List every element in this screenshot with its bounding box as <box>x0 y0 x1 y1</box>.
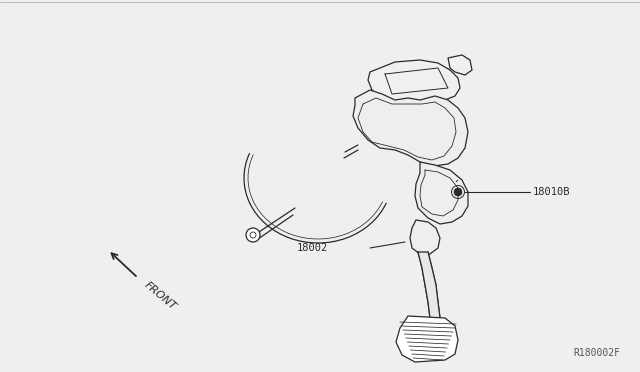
Circle shape <box>454 188 462 196</box>
Text: R180002F: R180002F <box>573 348 620 358</box>
Polygon shape <box>368 60 460 102</box>
Circle shape <box>246 228 260 242</box>
Polygon shape <box>418 252 440 318</box>
Text: 18010B: 18010B <box>533 187 570 197</box>
Polygon shape <box>448 55 472 75</box>
Polygon shape <box>396 316 458 362</box>
Text: FRONT: FRONT <box>142 280 177 312</box>
Polygon shape <box>415 162 468 224</box>
Text: 18002: 18002 <box>297 243 328 253</box>
Polygon shape <box>353 90 468 166</box>
Polygon shape <box>410 220 440 254</box>
